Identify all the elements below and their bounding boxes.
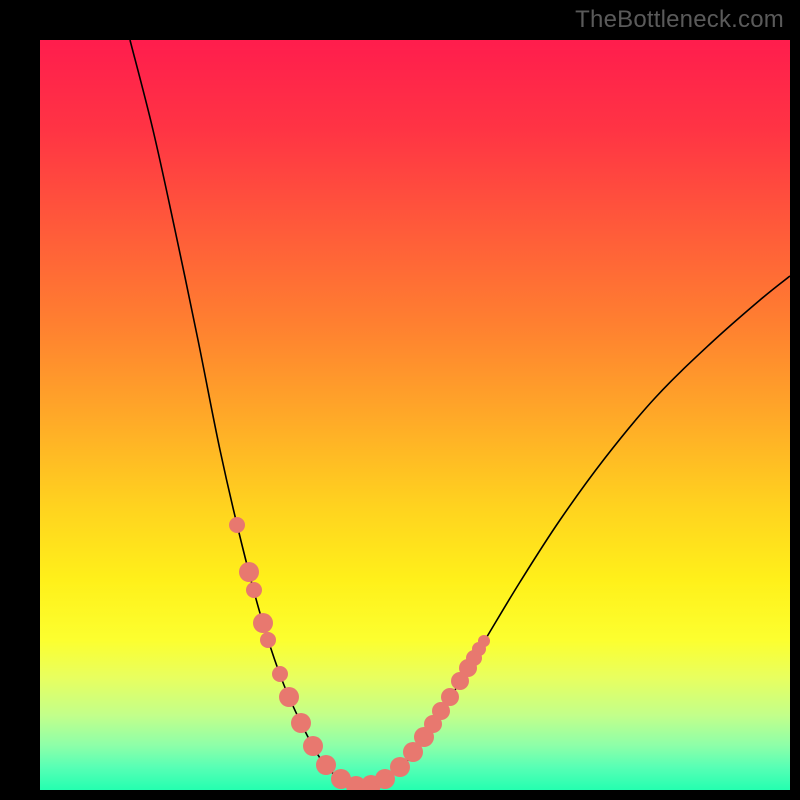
data-marker <box>272 666 288 682</box>
data-marker <box>291 713 311 733</box>
data-marker <box>441 688 459 706</box>
frame-border-bottom <box>0 790 800 800</box>
data-marker <box>478 635 490 647</box>
frame-border-left <box>0 0 40 800</box>
data-marker <box>229 517 245 533</box>
data-marker <box>239 562 259 582</box>
data-marker <box>246 582 262 598</box>
bottleneck-chart <box>0 0 800 800</box>
data-marker <box>303 736 323 756</box>
data-marker <box>260 632 276 648</box>
gradient-background <box>40 40 790 790</box>
data-marker <box>316 755 336 775</box>
watermark-text: TheBottleneck.com <box>575 6 784 34</box>
data-marker <box>253 613 273 633</box>
frame-border-right <box>790 0 800 800</box>
data-marker <box>279 687 299 707</box>
